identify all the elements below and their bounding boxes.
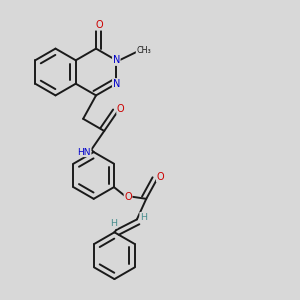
Text: H: H: [140, 212, 147, 221]
Text: CH₃: CH₃: [136, 46, 151, 55]
Text: HN: HN: [77, 148, 91, 157]
Text: N: N: [112, 55, 120, 65]
Text: N: N: [112, 79, 120, 89]
Text: O: O: [157, 172, 164, 182]
Text: O: O: [95, 20, 103, 30]
Text: H: H: [110, 219, 117, 228]
Text: O: O: [124, 192, 132, 202]
Text: O: O: [117, 104, 124, 114]
